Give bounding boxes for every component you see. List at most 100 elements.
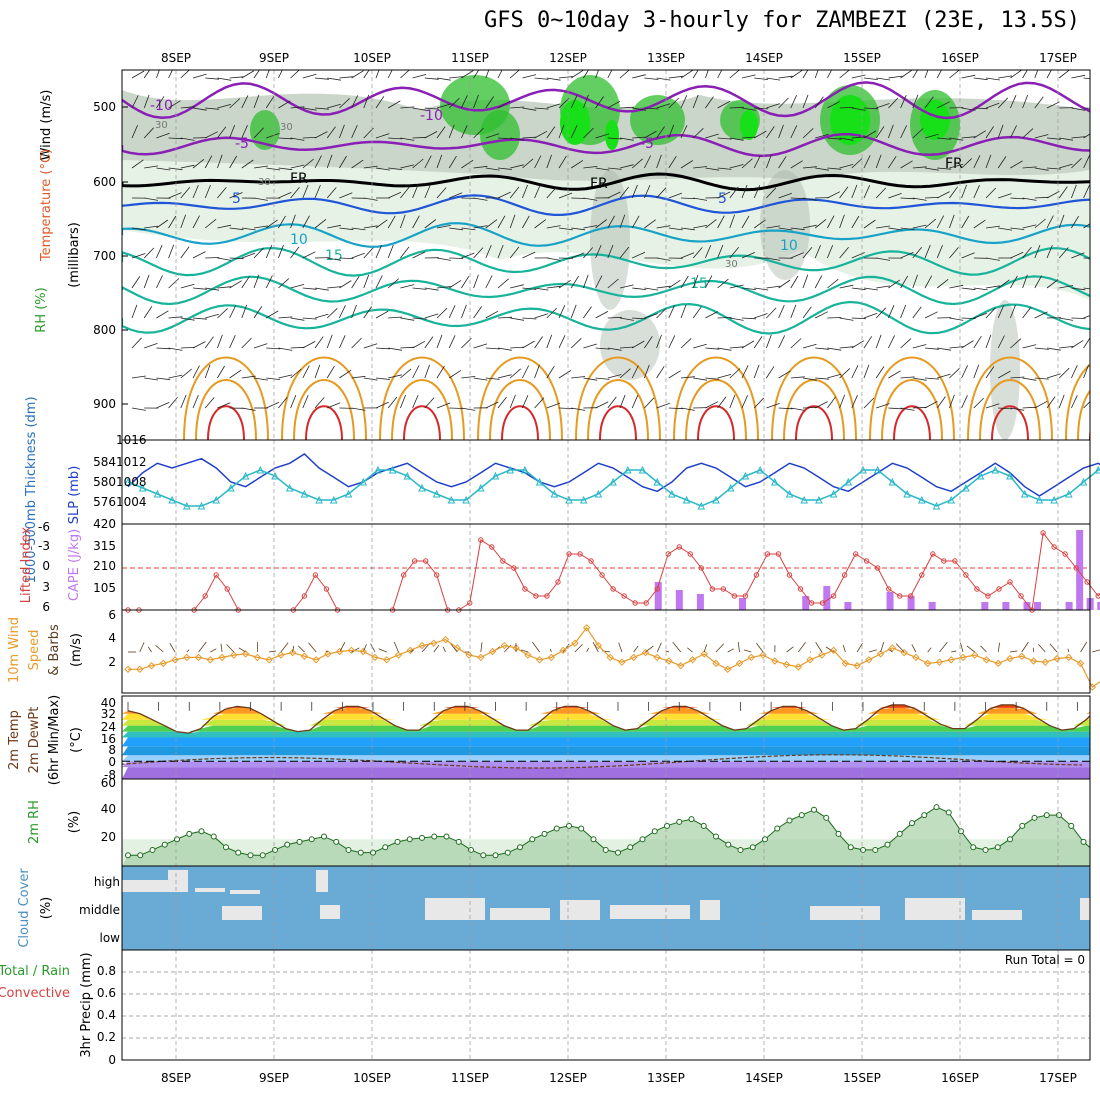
wind-barb — [314, 155, 322, 169]
wind-barb — [997, 305, 1005, 319]
date-label-top: 14SEP — [745, 51, 783, 65]
wind-barb-10m — [895, 643, 905, 653]
wind-barb — [949, 163, 964, 169]
wind-barb — [839, 137, 854, 141]
wind-barb — [766, 126, 775, 139]
wind-barb — [583, 247, 593, 259]
wind-barb — [680, 227, 695, 231]
wind-barb — [168, 100, 181, 109]
wind-barb — [900, 160, 913, 169]
wind-barb — [753, 397, 765, 409]
wind-barb — [461, 95, 468, 109]
wind-barb — [778, 156, 787, 169]
wind-barb-10m — [220, 643, 223, 653]
thickness-marker — [1050, 495, 1058, 504]
wind-barb — [1096, 367, 1100, 379]
wind-barb — [180, 317, 195, 321]
wind-barb — [510, 164, 524, 169]
wind-barb — [131, 159, 144, 169]
wind-barb — [900, 95, 907, 109]
wind-barb — [924, 377, 940, 380]
wind-barb — [339, 98, 350, 109]
wind-barb — [851, 184, 858, 199]
cape-bar — [981, 602, 989, 610]
wind-barb — [888, 370, 901, 379]
wind-barb — [241, 375, 256, 379]
wind-barb — [461, 304, 467, 319]
wind-barb — [656, 285, 671, 289]
wind-barb — [876, 403, 890, 409]
wind-barb — [448, 155, 457, 169]
precip-tick: 0.4 — [97, 1008, 116, 1022]
wind-barb-10m — [951, 650, 957, 653]
thickness-marker — [903, 489, 911, 498]
wind-barb — [766, 366, 775, 379]
wind-barb — [302, 215, 310, 229]
wind-barb — [424, 287, 439, 291]
wind-barb — [619, 317, 634, 321]
wind-barb — [753, 155, 761, 169]
wind-barb — [888, 97, 899, 109]
wind-barb — [754, 77, 769, 80]
wind-barb — [265, 70, 270, 79]
wind-barb — [351, 304, 357, 319]
wind-barb — [705, 347, 720, 350]
wind-barb — [680, 160, 694, 169]
wind-barb — [156, 96, 165, 109]
wind-barb — [314, 313, 329, 319]
thickness-marker — [138, 483, 147, 492]
wind-barb — [278, 137, 293, 140]
thickness-marker — [917, 495, 926, 504]
wind-barb — [144, 165, 159, 169]
wind-barb — [424, 184, 431, 199]
rh-blob — [480, 110, 520, 160]
wind-barb — [131, 253, 146, 259]
wind-barb — [229, 98, 241, 109]
wind-barb — [766, 334, 772, 349]
wind-barb — [217, 334, 223, 349]
wind-barb — [241, 337, 252, 349]
wind-barb — [192, 215, 200, 229]
wind-barb — [973, 155, 981, 169]
wind-barb — [326, 154, 333, 169]
wind-barb — [766, 187, 777, 199]
cloud-gap — [490, 908, 550, 920]
rh-point — [798, 812, 805, 819]
wind-barb — [326, 334, 333, 349]
wind-barb — [1059, 346, 1074, 349]
date-label-bottom: 10SEP — [353, 1071, 391, 1085]
warm-arch — [967, 356, 1053, 440]
wind-barb — [131, 337, 142, 349]
wind-barb — [851, 74, 866, 79]
wind-barb — [815, 167, 830, 171]
li-point — [676, 544, 682, 550]
rh2m-plot — [122, 804, 1090, 866]
wind-barb — [290, 214, 296, 229]
wind-barb — [131, 95, 139, 109]
wind-barb — [729, 317, 744, 321]
wind-barb — [1046, 70, 1052, 79]
wind-barb — [509, 368, 521, 379]
li-point — [511, 565, 517, 571]
wind-barb — [278, 100, 291, 109]
wind-barb — [485, 347, 500, 350]
wind-barb — [144, 197, 159, 201]
wind-barb — [351, 337, 362, 349]
cloud-gap — [905, 898, 965, 920]
wind-barb — [1010, 227, 1025, 230]
wind-barb — [156, 70, 160, 79]
wind-barb — [314, 364, 321, 379]
wind-barb — [339, 227, 354, 231]
warm-arch — [403, 405, 441, 440]
wind-barb — [266, 133, 280, 139]
wind-barb — [449, 227, 464, 231]
wind-barb — [1071, 395, 1078, 409]
wind-barb — [351, 70, 364, 79]
warm-arch — [207, 405, 245, 440]
rh-point — [847, 844, 854, 851]
wind-barb — [973, 364, 980, 379]
wind-barb-10m — [980, 645, 987, 653]
cloud-gap — [316, 870, 328, 892]
wind-barb — [192, 251, 206, 259]
thickness-marker — [932, 501, 941, 510]
